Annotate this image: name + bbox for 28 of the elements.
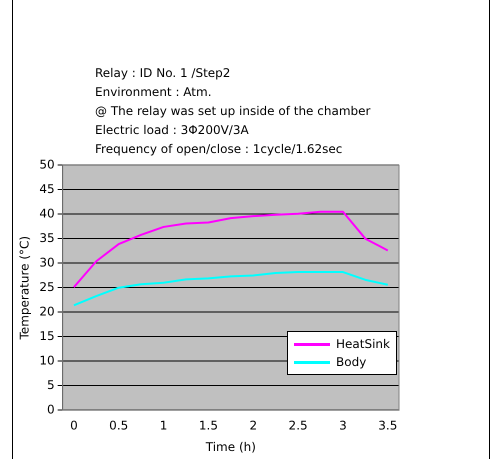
y-tick-label: 45 [39,182,55,196]
x-tick-label: 0 [70,418,78,433]
x-tick-label: 3.5 [378,418,398,433]
text: Electric load : 3Φ200V/3A [95,122,250,139]
x-tick-label: 1 [160,418,168,433]
y-tick-label: 40 [39,206,55,220]
y-tick-label: 30 [39,255,55,270]
y-tick-label: 5 [47,378,55,392]
y-tick-label: 50 [39,157,55,172]
y-axis-title: Temperature (°C) [17,236,32,340]
chart-title: Relay : ID No. 1 /Step2 [95,65,232,82]
legend-label: Body [336,355,366,370]
y-tick-label: 10 [39,353,55,368]
y-tick-label: 15 [39,328,55,343]
text: @ The relay was set up inside of the chamber [95,103,370,120]
text: Environment : Atm. [95,84,213,101]
x-tick-label: 1.5 [198,418,218,433]
x-axis-title: Time (h) [204,440,256,454]
y-tick-label: 35 [39,230,55,245]
y-tick-label: 25 [39,280,55,294]
legend-label: HeatSink [336,337,390,352]
y-tick-label: 0 [47,402,55,416]
text: Frequency of open/close : 1cycle/1.62sec [95,141,344,158]
x-tick-label: 2.5 [288,418,308,433]
x-tick-label: 3 [339,418,347,433]
x-tick-label: 2 [249,418,258,433]
x-tick-label: 0.5 [109,418,128,433]
y-tick-label: 20 [39,304,55,318]
